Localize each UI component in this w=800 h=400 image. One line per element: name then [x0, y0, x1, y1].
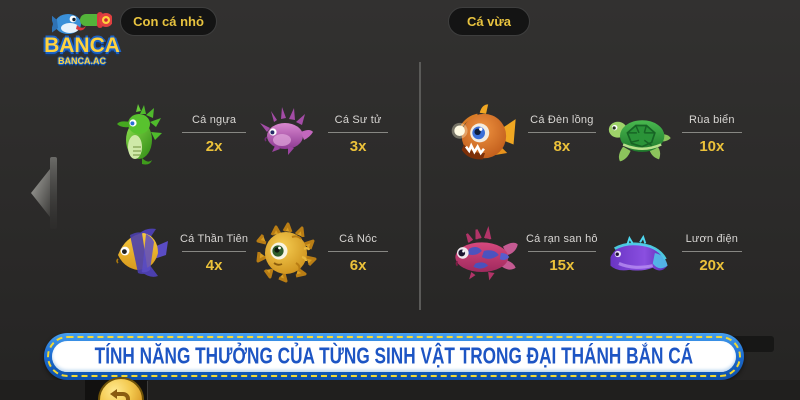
small-fish-table: Cá ngựa 2x Cá Sư tử 3x [106, 78, 394, 310]
fish-name: Cá Thần Tiên [180, 233, 249, 245]
banner-dashed-border [47, 336, 741, 377]
fish-name: Cá ngựa [192, 114, 237, 126]
lionfish-icon [260, 106, 314, 155]
reef-fish-icon [455, 225, 518, 280]
fish-multiplier: 3x [349, 138, 367, 155]
tab-medium-fish[interactable]: Cá vừa [448, 7, 530, 36]
fish-row-anglerfish: Cá Đèn lồng 8x [448, 78, 602, 191]
fish-name: Cá rạn san hô [526, 233, 598, 245]
fish-multiplier: 15x [549, 257, 575, 274]
banner-title: TÍNH NĂNG THƯỞNG CỦA TỪNG SINH VẬT TRONG… [94, 343, 694, 369]
fish-name: Cá Nóc [339, 233, 378, 245]
fish-row-angelfish: Cá Thần Tiên 4x [106, 197, 252, 310]
fish-multiplier: 6x [349, 257, 367, 274]
name-divider [681, 251, 742, 252]
fish-name: Cá Sư tử [334, 114, 382, 126]
fish-row-electric-eel: Lươn điện 20x [602, 197, 748, 310]
fish-multiplier: 4x [205, 257, 223, 274]
seahorse-icon [117, 103, 162, 164]
banca-logo: BANCA BANCA.AC [34, 6, 130, 72]
medium-fish-table: Cá Đèn lồng 8x Rùa biển 10x [448, 78, 748, 310]
fish-multiplier: 20x [699, 257, 725, 274]
tab-small-fish-label: Con cá nhỏ [133, 14, 204, 29]
left-arrow-icon [31, 157, 57, 229]
name-divider [681, 132, 742, 133]
fish-multiplier: 8x [553, 138, 571, 155]
angelfish-icon [116, 228, 168, 277]
fish-row-sea-turtle: Rùa biển 10x [602, 78, 748, 191]
name-divider [182, 251, 247, 252]
bottom-bar-divider [147, 381, 148, 400]
anglerfish-icon [451, 103, 516, 159]
electric-eel-icon [610, 234, 668, 271]
fish-name: Rùa biển [689, 114, 735, 126]
name-divider [328, 132, 388, 133]
sea-turtle-icon [608, 119, 671, 161]
name-divider [528, 132, 596, 133]
name-divider [182, 132, 247, 133]
tab-medium-fish-label: Cá vừa [466, 14, 512, 29]
tab-small-fish[interactable]: Con cá nhỏ [120, 7, 217, 36]
fish-row-reef-fish: Cá rạn san hô 15x [448, 197, 602, 310]
logo-title: BANCA [44, 34, 120, 57]
fish-name: Cá Đèn lồng [530, 114, 594, 126]
fish-multiplier: 2x [205, 138, 223, 155]
fish-cannon-logo-icon [52, 12, 112, 34]
fish-name: Lươn điện [685, 233, 739, 245]
undo-arrow-icon [110, 389, 130, 400]
fish-row-seahorse: Cá ngựa 2x [106, 78, 252, 191]
title-banner: TÍNH NĂNG THƯỞNG CỦA TỪNG SINH VẬT TRONG… [44, 333, 744, 380]
fish-row-pufferfish: Cá Nóc 6x [252, 197, 394, 310]
name-divider [328, 251, 388, 252]
fish-multiplier: 10x [699, 138, 725, 155]
column-divider [419, 62, 421, 310]
logo-subtitle: BANCA.AC [58, 56, 106, 66]
previous-page-button[interactable] [26, 153, 62, 233]
pufferfish-icon [256, 222, 317, 282]
name-divider [528, 251, 596, 252]
bottom-bar [0, 380, 800, 400]
banner-inner: TÍNH NĂNG THƯỞNG CỦA TỪNG SINH VẬT TRONG… [52, 341, 736, 372]
fish-row-lionfish: Cá Sư tử 3x [252, 78, 394, 191]
